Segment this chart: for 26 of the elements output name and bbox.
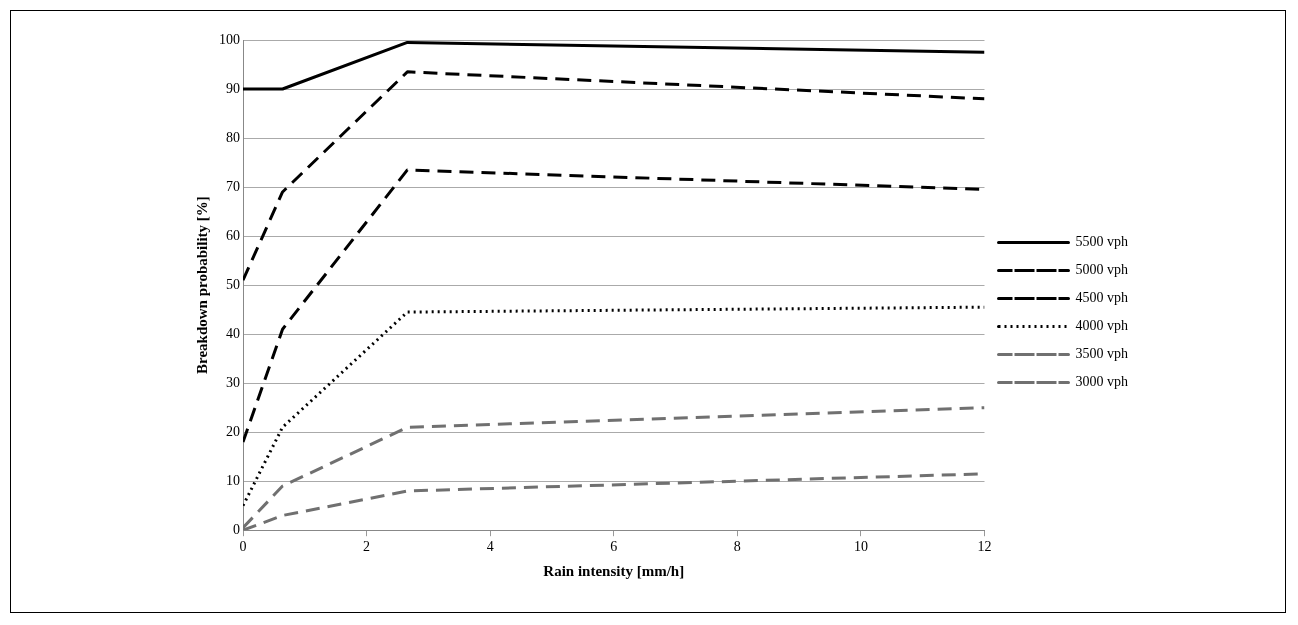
y-tick-label: 40 [226,325,240,341]
x-tick-label: 8 [733,539,741,555]
legend-label: 5500 vph [1075,234,1128,250]
y-tick-label: 70 [226,178,240,194]
legend-label: 4500 vph [1075,290,1128,306]
x-tick-label: 10 [853,539,868,555]
y-tick-label: 50 [226,276,240,292]
x-tick-label: 6 [610,539,618,555]
line-series [243,70,985,282]
legend-label: 3500 vph [1075,346,1128,362]
y-tick-label: 10 [226,472,240,488]
legend-label: 5000 vph [1075,262,1128,278]
y-tick-label: 90 [226,80,240,96]
x-axis-title: Rain intensity [mm/h] [543,562,685,579]
y-tick-label: 80 [226,129,240,145]
legend-label: 4000 vph [1075,318,1128,334]
x-tick-label: 4 [486,539,494,555]
legend-label: 3000 vph [1075,374,1128,390]
x-tick-label: 2 [363,539,371,555]
y-tick-label: 0 [233,521,240,537]
y-tick-label: 30 [226,374,240,390]
y-tick-label: 100 [219,31,240,47]
y-axis-title: Breakdown probability [%] [193,196,210,375]
x-tick-label: 12 [977,539,992,555]
y-tick-label: 60 [226,227,240,243]
y-tick-label: 20 [226,423,240,439]
